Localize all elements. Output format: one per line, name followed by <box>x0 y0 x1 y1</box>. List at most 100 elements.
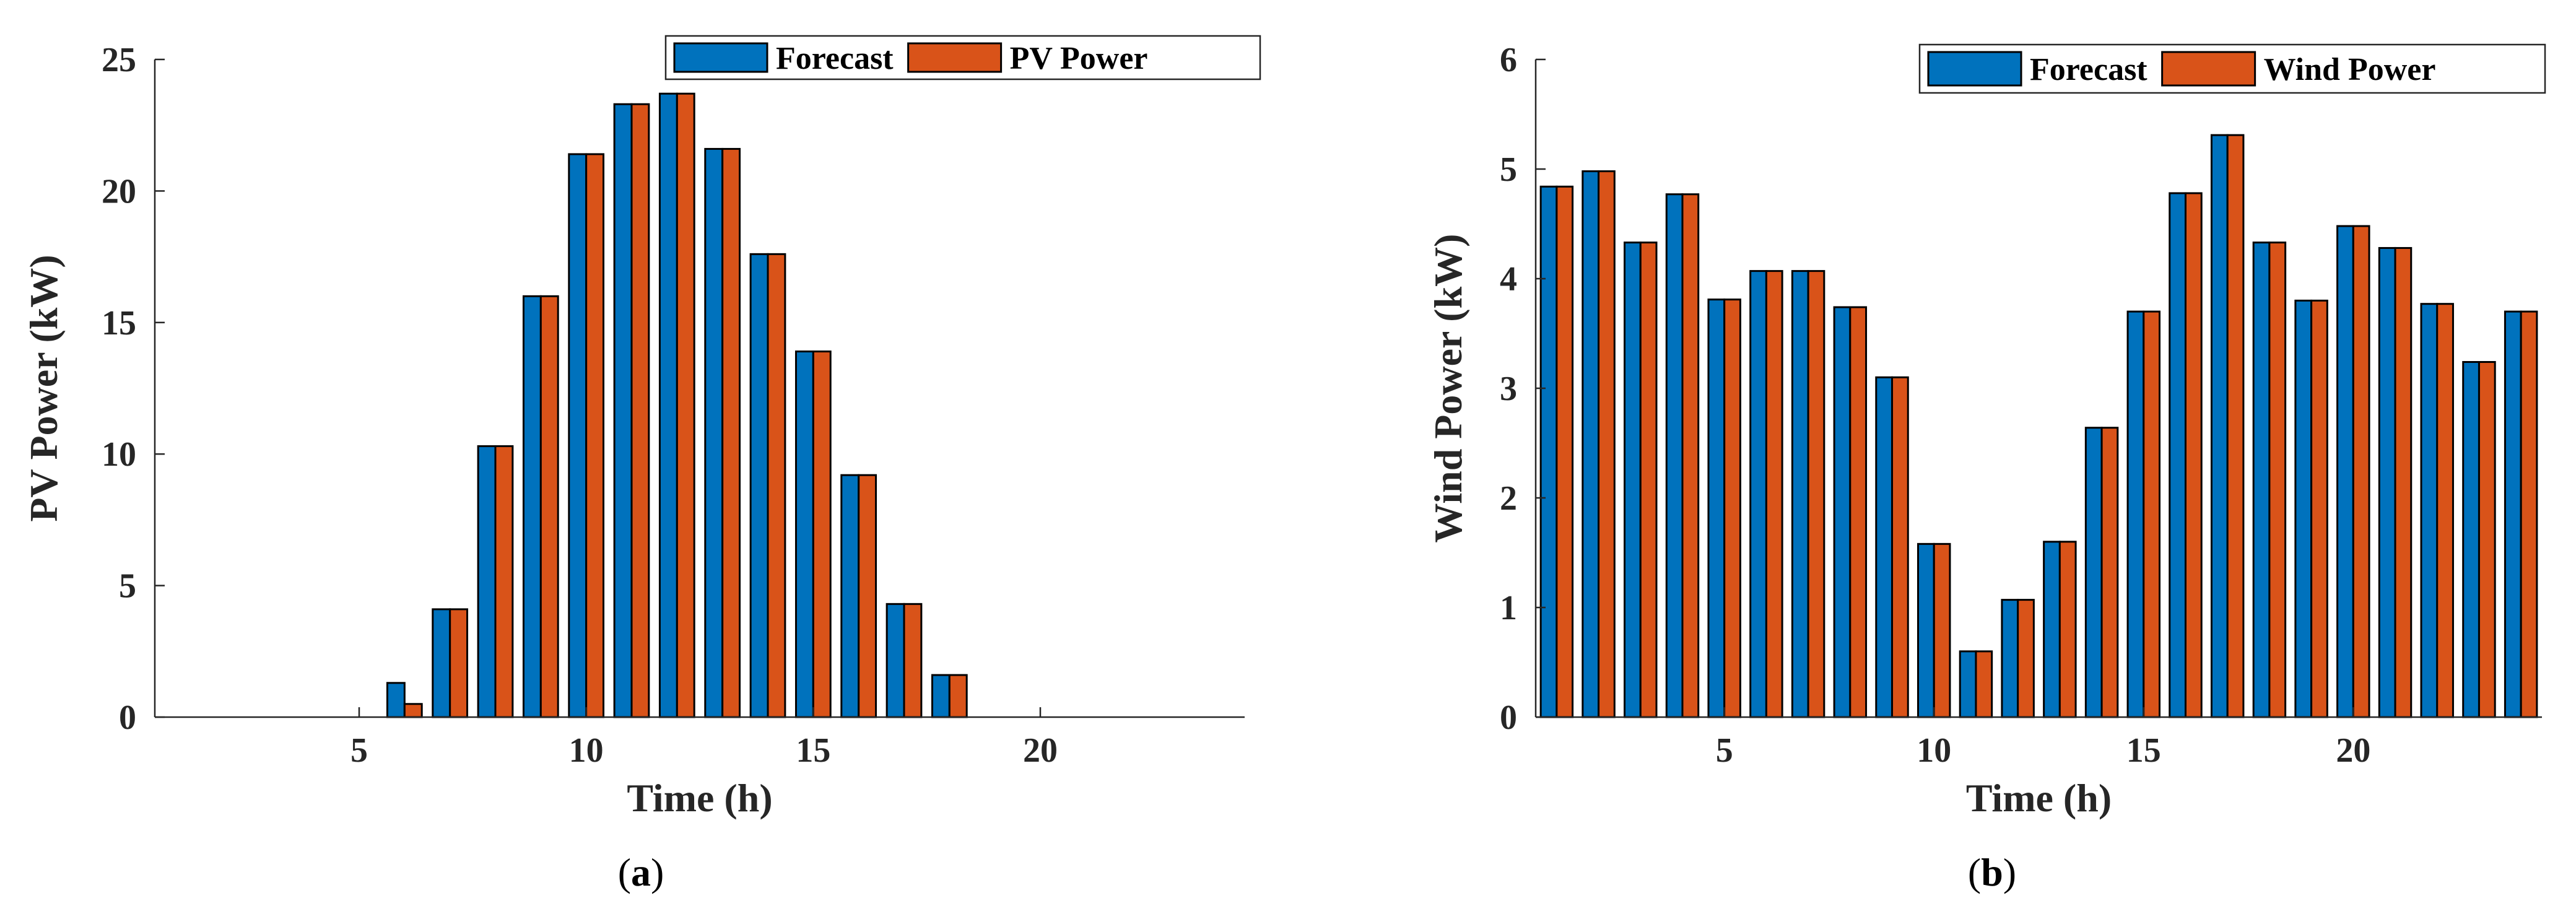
x-tick-label: 15 <box>796 731 830 770</box>
y-tick-label: 5 <box>119 567 136 606</box>
x-tick-label: 15 <box>2126 731 2161 770</box>
x-tick-label: 5 <box>1716 731 1733 770</box>
legend-swatch-actual <box>2161 51 2256 87</box>
bar-forecast-5 <box>1707 298 1726 718</box>
bar-actual-22 <box>2436 303 2454 718</box>
bar-forecast-15 <box>794 351 814 718</box>
bar-forecast-13 <box>704 147 724 718</box>
bar-actual-6 <box>403 703 423 718</box>
y-axis-label: Wind Power (kW) <box>1426 234 1470 543</box>
bar-actual-2 <box>1598 170 1616 718</box>
bar-forecast-9 <box>522 295 542 718</box>
x-tick-label: 10 <box>1917 731 1951 770</box>
bar-actual-3 <box>1639 242 1658 718</box>
panel-label-a: (a) <box>618 850 664 894</box>
bar-actual-10 <box>585 153 605 718</box>
bar-actual-7 <box>449 608 469 718</box>
bar-forecast-14 <box>2084 427 2103 718</box>
legend-a: Forecast PV Power <box>664 35 1261 81</box>
bar-actual-9 <box>539 295 559 718</box>
legend-label-actual: Wind Power <box>2264 52 2436 87</box>
y-tick-label: 6 <box>1500 41 1517 79</box>
bar-forecast-3 <box>1624 242 1642 718</box>
bar-forecast-21 <box>2378 246 2396 718</box>
y-tick-label: 4 <box>1500 260 1517 298</box>
bar-forecast-1 <box>1539 185 1558 718</box>
bar-actual-8 <box>494 445 514 718</box>
bar-forecast-6 <box>1749 270 1767 718</box>
bar-forecast-7 <box>432 608 451 718</box>
bar-actual-23 <box>2478 361 2496 718</box>
bars-a <box>386 92 968 718</box>
bar-forecast-9 <box>1875 376 1894 718</box>
y-tick-label: 10 <box>102 435 136 474</box>
bar-forecast-13 <box>2043 541 2061 718</box>
x-axis-label: Time (h) <box>1966 776 2112 820</box>
x-tick-label: 20 <box>2336 731 2370 770</box>
x-axis-label: Time (h) <box>627 776 772 820</box>
bar-actual-10 <box>1933 542 1951 718</box>
bar-actual-14 <box>767 253 786 718</box>
y-tick-label: 0 <box>119 699 136 737</box>
bar-actual-13 <box>721 147 741 718</box>
bar-forecast-12 <box>658 92 678 718</box>
bar-actual-17 <box>903 603 923 718</box>
y-tick-label: 0 <box>1500 699 1517 737</box>
bar-forecast-8 <box>1833 306 1852 718</box>
bar-actual-18 <box>2268 242 2287 718</box>
bar-forecast-16 <box>2169 192 2187 718</box>
bar-actual-12 <box>2017 599 2035 718</box>
legend-swatch-forecast <box>673 42 768 73</box>
y-tick-label: 25 <box>102 41 136 79</box>
x-tick-label: 10 <box>569 731 604 770</box>
bar-forecast-8 <box>477 445 497 718</box>
bar-actual-9 <box>1891 376 1909 718</box>
legend-label-forecast: Forecast <box>776 41 894 76</box>
bar-actual-4 <box>1681 193 1700 718</box>
bar-forecast-19 <box>2294 299 2313 718</box>
bar-forecast-20 <box>2336 225 2354 718</box>
legend-label-forecast: Forecast <box>2030 52 2147 87</box>
bar-forecast-15 <box>2126 310 2145 718</box>
bar-forecast-23 <box>2462 361 2480 718</box>
bar-forecast-2 <box>1582 170 1600 718</box>
bar-actual-13 <box>2058 541 2077 718</box>
bar-actual-21 <box>2394 246 2413 718</box>
bar-actual-1 <box>1556 185 1574 718</box>
bar-actual-8 <box>1849 306 1868 718</box>
bar-forecast-16 <box>840 474 860 718</box>
bar-actual-19 <box>2310 299 2328 718</box>
bar-forecast-17 <box>886 603 905 718</box>
legend-swatch-forecast <box>1927 51 2022 87</box>
y-tick-label: 1 <box>1500 589 1517 627</box>
bar-actual-15 <box>812 351 832 718</box>
bar-forecast-4 <box>1665 193 1684 718</box>
legend-b: Forecast Wind Power <box>1918 43 2546 94</box>
bar-forecast-11 <box>1959 650 1977 718</box>
bar-forecast-10 <box>568 153 588 718</box>
bar-actual-12 <box>676 92 695 718</box>
bar-actual-14 <box>2100 427 2119 718</box>
bar-actual-20 <box>2352 225 2370 718</box>
bar-forecast-18 <box>931 674 951 718</box>
bar-actual-7 <box>1807 270 1825 718</box>
bar-actual-24 <box>2520 310 2538 718</box>
legend-label-actual: PV Power <box>1010 41 1148 76</box>
legend-swatch-actual <box>907 42 1003 73</box>
x-tick-label: 20 <box>1023 731 1058 770</box>
bar-actual-16 <box>858 474 877 718</box>
bar-forecast-18 <box>2252 242 2271 718</box>
bar-forecast-7 <box>1791 270 1809 718</box>
bar-actual-5 <box>1723 298 1741 718</box>
bar-actual-18 <box>948 674 968 718</box>
x-tick-label: 5 <box>350 731 368 770</box>
bar-forecast-11 <box>613 103 633 718</box>
bar-actual-11 <box>1975 650 1993 718</box>
y-tick-label: 15 <box>102 304 136 342</box>
y-axis-label: PV Power (kW) <box>22 255 66 521</box>
bar-forecast-22 <box>2420 303 2439 718</box>
bar-forecast-17 <box>2210 134 2229 718</box>
y-tick-label: 5 <box>1500 150 1517 189</box>
bar-actual-17 <box>2226 134 2245 718</box>
